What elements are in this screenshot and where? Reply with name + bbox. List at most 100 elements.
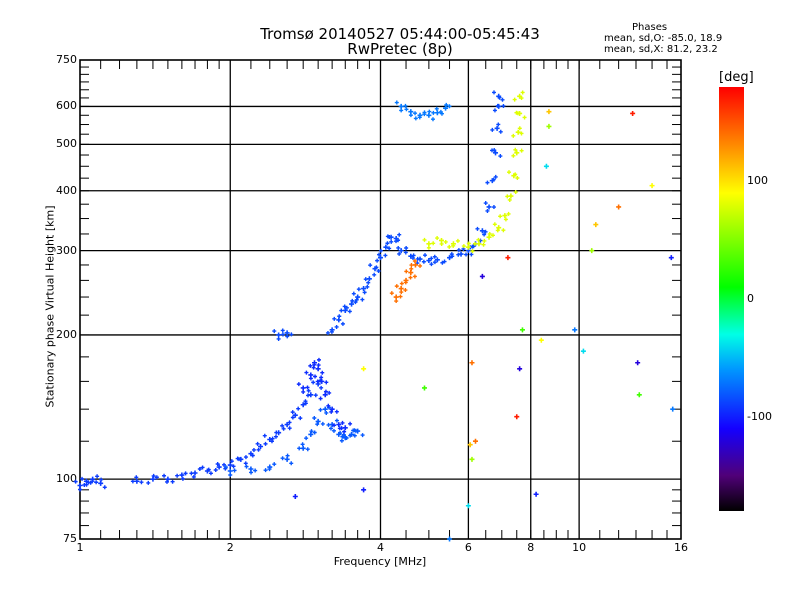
data-point [287,426,292,431]
data-point [338,431,343,436]
data-point [456,252,461,257]
data-point [479,273,485,279]
data-point [287,420,292,425]
x-tick-label: 4 [377,541,384,554]
data-point [492,222,497,227]
data-point [280,423,285,428]
data-point [483,229,488,234]
data-point [150,476,156,482]
data-point [519,96,524,101]
data-point [487,231,492,236]
data-point [426,241,432,247]
data-point [227,462,233,468]
series-3 [272,90,506,341]
data-point [519,131,524,136]
data-point [267,467,272,472]
data-point [292,412,298,418]
data-point [495,103,500,108]
data-point [309,429,314,434]
series-6 [394,100,452,122]
y-tick-label: 600 [56,99,77,113]
data-point [285,334,290,339]
data-point [95,474,100,479]
data-point [228,472,233,477]
data-point [360,297,365,302]
data-point [403,288,408,293]
data-point [324,410,329,415]
data-point [292,494,298,499]
data-point [486,204,492,210]
data-point [223,465,228,470]
data-point [435,236,440,241]
data-point [505,255,511,261]
data-point [318,407,323,412]
data-point [164,479,169,484]
data-point [284,422,290,428]
data-point [355,294,361,300]
data-point [339,426,344,431]
x-tick-label: 8 [527,541,535,554]
data-point [324,380,329,385]
data-point [443,105,449,111]
data-point [215,461,220,466]
data-point [191,474,196,479]
data-point [151,473,156,478]
data-point [412,262,418,268]
data-point [329,406,335,412]
data-point [397,251,402,256]
data-point [304,436,309,441]
data-point [399,108,404,113]
data-point [502,213,508,219]
data-point [442,259,447,264]
data-point [403,280,408,285]
data-point [243,455,248,460]
data-point [546,109,552,115]
data-point [465,244,471,250]
data-point [413,116,418,121]
data-point [470,249,475,254]
data-point [256,447,261,452]
x-tick-label: 6 [464,541,472,554]
data-point [329,409,334,414]
data-point [372,272,377,277]
data-point [451,243,456,248]
data-point [231,464,236,469]
data-point [469,360,475,366]
series-4 [422,90,527,254]
data-point [316,363,321,368]
data-point [280,456,285,461]
data-point [589,248,595,254]
colorbar [719,87,744,511]
data-point [334,418,339,423]
data-point [519,327,525,333]
data-point [498,214,503,219]
data-point [404,107,409,112]
data-point [344,305,349,310]
data-point [300,442,305,447]
data-point [503,217,508,222]
data-point [630,110,636,116]
data-point [308,376,313,381]
data-point [668,255,674,261]
data-point [466,241,471,246]
data-point [501,228,506,233]
data-point [319,375,324,380]
data-point [339,438,344,443]
data-point [162,473,167,478]
data-point [461,244,466,249]
data-point [439,241,444,246]
data-point [344,436,349,441]
data-point [340,321,345,326]
data-point [512,97,517,102]
data-point [507,197,512,202]
data-point [421,385,427,391]
data-point [398,103,404,109]
data-point [200,465,205,470]
data-point [670,406,676,412]
data-point [403,103,408,108]
data-point [635,360,641,366]
data-point [297,446,302,451]
data-point [464,252,469,257]
data-point [430,117,435,122]
data-point [482,232,487,237]
